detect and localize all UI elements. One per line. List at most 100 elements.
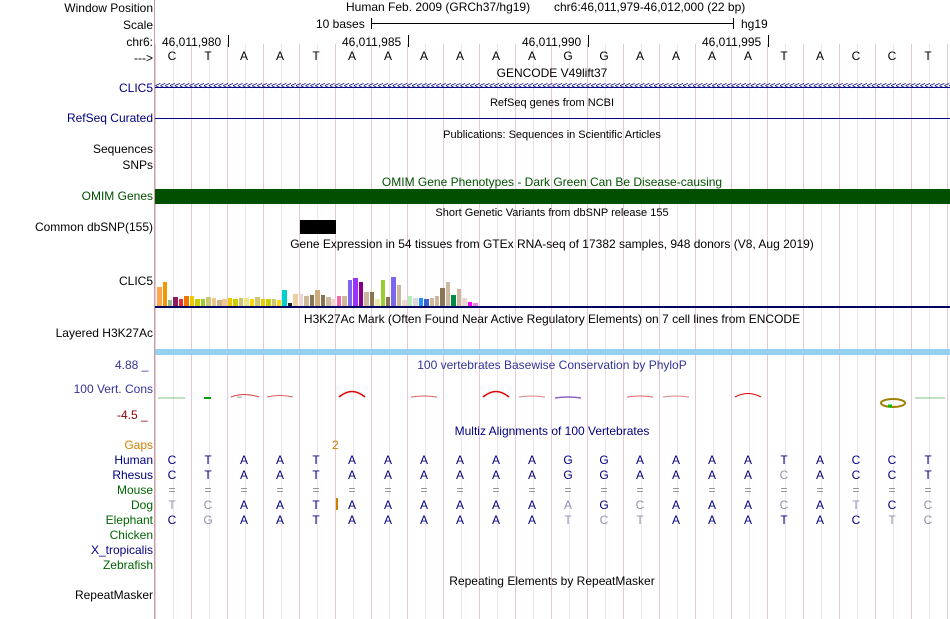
gtex-bar[interactable] xyxy=(304,296,309,306)
publications-label-sequences[interactable]: Sequences xyxy=(92,142,153,156)
dbsnp-track-label[interactable]: Common dbSNP(155) xyxy=(34,220,153,234)
refseq-track-label[interactable]: RefSeq Curated xyxy=(66,111,153,125)
gtex-bar[interactable] xyxy=(429,298,434,306)
gtex-bar[interactable] xyxy=(402,300,407,306)
position-text[interactable]: chr6:46,011,979-46,012,000 (22 bp) xyxy=(554,0,746,14)
species-label[interactable]: Dog xyxy=(130,498,153,512)
gtex-bar[interactable] xyxy=(184,296,189,306)
base-letter: A xyxy=(419,49,429,63)
species-label[interactable]: Elephant xyxy=(105,513,153,527)
omim-track-title[interactable]: OMIM Gene Phenotypes - Dark Green Can Be… xyxy=(381,175,723,189)
phylop-track-label[interactable]: 100 Vert. Cons xyxy=(73,382,153,396)
gencode-gene-label[interactable]: CLIC5 xyxy=(118,81,153,95)
gtex-bar[interactable] xyxy=(364,292,369,306)
gtex-bar[interactable] xyxy=(315,290,320,306)
refseq-track-title[interactable]: RefSeq genes from NCBI xyxy=(489,97,615,109)
gtex-bar[interactable] xyxy=(276,300,282,306)
gtex-bar[interactable] xyxy=(347,280,353,306)
gtex-bar[interactable] xyxy=(293,294,298,306)
gtex-barchart[interactable] xyxy=(155,252,950,306)
gtex-bar[interactable] xyxy=(195,299,200,306)
gtex-bar[interactable] xyxy=(375,299,380,306)
gencode-gene-feature[interactable]: <<<<<<<<<<<<<<<<<<<<<<<<<<<<<<<<<<<<<<<<… xyxy=(155,82,950,92)
gtex-bar[interactable] xyxy=(391,277,396,306)
gtex-bar[interactable] xyxy=(413,298,418,306)
alignment-base: C xyxy=(779,498,789,512)
species-label[interactable]: Chicken xyxy=(109,528,153,542)
species-label[interactable]: Mouse xyxy=(116,483,153,497)
gtex-bar[interactable] xyxy=(200,299,206,306)
gtex-track-label[interactable]: CLIC5 xyxy=(118,274,153,288)
gtex-bar[interactable] xyxy=(434,296,440,306)
omim-feature-bar[interactable] xyxy=(155,189,950,204)
gtex-bar[interactable] xyxy=(157,287,162,306)
window-position-label: Window Position xyxy=(64,1,153,15)
gtex-bar[interactable] xyxy=(227,298,233,306)
gtex-bar[interactable] xyxy=(467,302,473,306)
gaps-label[interactable]: Gaps xyxy=(124,438,153,452)
h3k27ac-track-title[interactable]: H3K27Ac Mark (Often Found Near Active Re… xyxy=(303,312,801,326)
gtex-bar[interactable] xyxy=(282,290,287,306)
gtex-bar[interactable] xyxy=(445,282,451,306)
h3k27ac-track-label[interactable]: Layered H3K27Ac xyxy=(55,326,153,340)
gtex-bar[interactable] xyxy=(238,298,244,306)
gtex-bar[interactable] xyxy=(456,289,462,306)
gtex-bar[interactable] xyxy=(358,282,364,306)
dbsnp-track-title[interactable]: Short Genetic Variants from dbSNP releas… xyxy=(435,207,669,219)
gtex-bar[interactable] xyxy=(380,280,385,306)
gtex-bar[interactable] xyxy=(342,296,347,306)
gtex-bar[interactable] xyxy=(271,299,276,306)
omim-track-label[interactable]: OMIM Genes xyxy=(81,189,153,203)
gtex-bar[interactable] xyxy=(451,295,456,306)
gtex-track-title[interactable]: Gene Expression in 54 tissues from GTEx … xyxy=(290,237,814,251)
species-label[interactable]: Zebrafish xyxy=(102,558,153,572)
gtex-bar[interactable] xyxy=(462,298,467,306)
base-letter: A xyxy=(383,49,393,63)
repeatmasker-track-label[interactable]: RepeatMasker xyxy=(74,588,153,602)
refseq-gene-line[interactable] xyxy=(155,118,950,119)
gtex-bar[interactable] xyxy=(309,295,315,306)
publications-track-title[interactable]: Publications: Sequences in Scientific Ar… xyxy=(443,129,661,141)
gtex-bar[interactable] xyxy=(255,297,260,306)
gtex-bar[interactable] xyxy=(217,300,222,306)
gtex-bar[interactable] xyxy=(369,292,375,306)
gtex-bar[interactable] xyxy=(473,303,478,306)
gtex-bar[interactable] xyxy=(331,299,336,306)
h3k27ac-signal[interactable] xyxy=(155,349,950,355)
multiz-track-title[interactable]: Multiz Alignments of 100 Vertebrates xyxy=(454,424,650,438)
gtex-bar[interactable] xyxy=(260,299,265,306)
gtex-bar[interactable] xyxy=(326,297,331,306)
gtex-bar[interactable] xyxy=(173,297,178,306)
gtex-bar[interactable] xyxy=(206,297,211,306)
gtex-bar[interactable] xyxy=(424,299,429,306)
phylop-graph[interactable] xyxy=(155,382,950,412)
gtex-bar[interactable] xyxy=(249,299,255,306)
species-label[interactable]: Rhesus xyxy=(112,468,153,482)
dbsnp-variant-block[interactable] xyxy=(300,220,336,234)
gtex-bar[interactable] xyxy=(287,303,293,306)
gtex-bar[interactable] xyxy=(407,296,413,306)
gtex-bar[interactable] xyxy=(244,298,249,306)
gtex-bar[interactable] xyxy=(353,278,358,306)
gencode-track-title[interactable]: GENCODE V49lift37 xyxy=(496,66,608,80)
gtex-bar[interactable] xyxy=(189,296,195,306)
publications-label-snps[interactable]: SNPs xyxy=(122,158,153,172)
gtex-bar[interactable] xyxy=(396,285,402,306)
repeatmasker-track-title[interactable]: Repeating Elements by RepeatMasker xyxy=(449,574,655,588)
gtex-bar[interactable] xyxy=(233,299,238,306)
gtex-bar[interactable] xyxy=(211,298,216,306)
gtex-bar[interactable] xyxy=(385,297,391,306)
gtex-bar[interactable] xyxy=(440,288,445,306)
species-label[interactable]: X_tropicalis xyxy=(90,543,153,557)
phylop-track-title[interactable]: 100 vertebrates Basewise Conservation by… xyxy=(417,358,687,372)
gtex-bar[interactable] xyxy=(418,298,424,306)
gtex-bar[interactable] xyxy=(167,300,173,306)
gtex-bar[interactable] xyxy=(336,296,342,306)
species-label[interactable]: Human xyxy=(114,453,153,467)
gtex-bar[interactable] xyxy=(320,295,325,306)
gtex-bar[interactable] xyxy=(222,299,227,306)
gtex-bar[interactable] xyxy=(178,299,184,306)
gtex-bar[interactable] xyxy=(266,299,271,306)
gtex-bar[interactable] xyxy=(162,282,167,306)
gtex-bar[interactable] xyxy=(298,294,304,306)
